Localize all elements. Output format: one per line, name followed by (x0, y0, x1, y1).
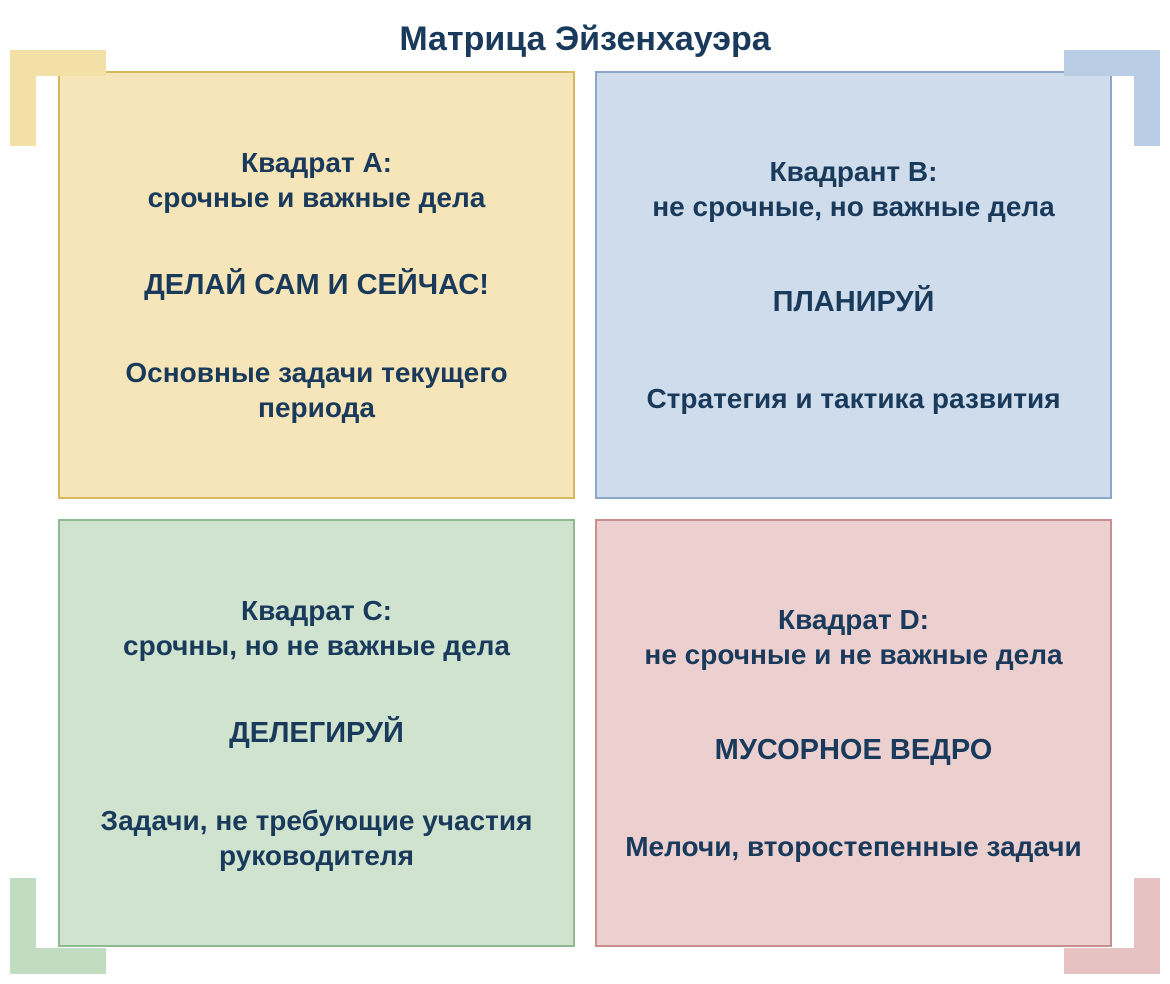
quadrant-b-description: Стратегия и тактика развития (646, 381, 1060, 416)
quadrant-d-heading-line2: не срочные и не важные дела (644, 639, 1062, 670)
eisenhower-matrix: Квадрат A: срочные и важные дела ДЕЛАЙ С… (0, 71, 1170, 977)
corner-bracket-tr (1064, 50, 1160, 146)
quadrant-d-action: МУСОРНОЕ ВЕДРО (715, 732, 993, 768)
page-title: Матрица Эйзенхауэра (0, 0, 1170, 71)
quadrant-a-description: Основные задачи текущего периода (78, 355, 555, 425)
quadrant-a-heading-line1: Квадрат A: (241, 147, 392, 178)
quadrant-c-heading: Квадрат C: срочны, но не важные дела (123, 593, 510, 663)
quadrant-d-description: Мелочи, второстепенные задачи (625, 829, 1082, 864)
quadrant-a: Квадрат A: срочные и важные дела ДЕЛАЙ С… (58, 71, 575, 499)
quadrant-b-action: ПЛАНИРУЙ (773, 284, 935, 320)
quadrant-c-heading-line1: Квадрат C: (241, 595, 392, 626)
quadrant-a-heading: Квадрат A: срочные и важные дела (148, 145, 486, 215)
quadrant-c-action: ДЕЛЕГИРУЙ (229, 715, 404, 751)
quadrant-a-heading-line2: срочные и важные дела (148, 182, 486, 213)
quadrant-c: Квадрат C: срочны, но не важные дела ДЕЛ… (58, 519, 575, 947)
quadrant-b-heading: Квадрант B: не срочные, но важные дела (652, 154, 1055, 224)
quadrant-b: Квадрант B: не срочные, но важные дела П… (595, 71, 1112, 499)
quadrant-d: Квадрат D: не срочные и не важные дела М… (595, 519, 1112, 947)
corner-bracket-br (1064, 878, 1160, 974)
quadrant-b-heading-line1: Квадрант B: (770, 156, 938, 187)
quadrant-b-heading-line2: не срочные, но важные дела (652, 191, 1055, 222)
corner-bracket-bl (10, 878, 106, 974)
quadrant-d-heading-line1: Квадрат D: (778, 604, 929, 635)
quadrant-a-action: ДЕЛАЙ САМ И СЕЙЧАС! (144, 267, 489, 303)
corner-bracket-tl (10, 50, 106, 146)
quadrant-c-heading-line2: срочны, но не важные дела (123, 630, 510, 661)
quadrant-d-heading: Квадрат D: не срочные и не важные дела (644, 602, 1062, 672)
quadrant-c-description: Задачи, не требующие участия руководител… (78, 803, 555, 873)
